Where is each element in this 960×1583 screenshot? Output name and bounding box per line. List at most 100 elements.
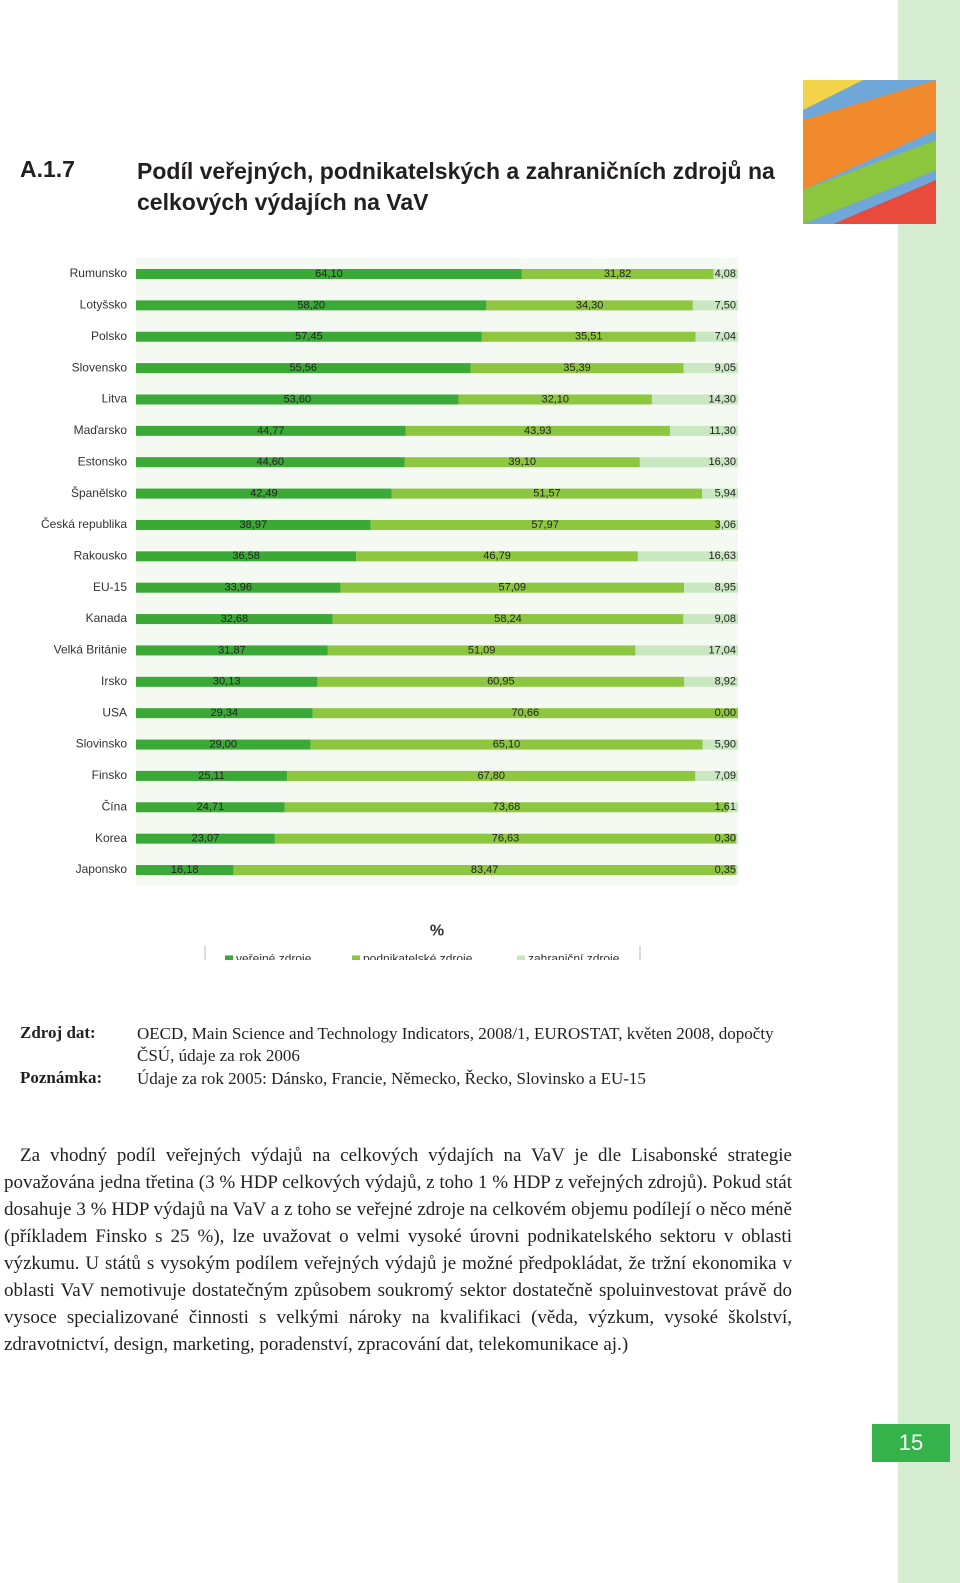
bar-segment xyxy=(136,363,471,374)
value-label: 57,45 xyxy=(295,331,323,343)
bar-segment xyxy=(136,582,341,593)
bar-segment xyxy=(136,488,392,499)
bar-segment xyxy=(669,425,738,436)
bar-segment xyxy=(702,488,738,499)
value-label: 44,60 xyxy=(256,456,284,468)
value-label: 38,97 xyxy=(240,519,268,531)
category-label: Česká republika xyxy=(41,516,127,531)
category-label: USA xyxy=(102,705,127,719)
bar-segment xyxy=(637,551,738,562)
bar-segment xyxy=(470,363,684,374)
bar-segment xyxy=(356,551,638,562)
category-label: Maďarsko xyxy=(74,423,128,437)
value-label: 32,68 xyxy=(221,613,249,625)
bar-segment xyxy=(713,269,738,279)
category-label: Rakousko xyxy=(74,549,128,563)
bar-segment xyxy=(136,770,288,781)
bar-segment xyxy=(287,770,696,781)
value-label: 0,30 xyxy=(715,833,736,845)
value-label: 5,94 xyxy=(715,487,736,499)
value-label: 46,79 xyxy=(483,550,511,562)
value-label: 16,30 xyxy=(708,456,736,468)
legend-label: veřejné zdroje xyxy=(236,952,312,960)
bar-segment xyxy=(683,614,738,625)
value-label: 30,13 xyxy=(213,676,241,688)
value-label: 5,90 xyxy=(715,738,736,750)
value-label: 67,80 xyxy=(477,770,505,782)
value-label: 34,30 xyxy=(576,299,604,311)
bar-segment xyxy=(310,739,703,750)
bar-segment xyxy=(486,300,693,311)
value-label: 8,95 xyxy=(715,582,736,594)
bar-segment xyxy=(136,708,313,719)
bar-segment xyxy=(481,331,696,342)
value-label: 70,66 xyxy=(512,707,540,719)
category-label: Estonsko xyxy=(78,454,128,468)
bar-segment xyxy=(719,519,738,530)
category-label: Finsko xyxy=(92,768,128,782)
category-label: Kanada xyxy=(86,611,128,625)
bar-segment xyxy=(702,739,738,750)
chart: Rumunsko 64,10 31,82 4,08 Lotyšsko 58,20 34,30… xyxy=(41,258,738,960)
category-label: Velká Británie xyxy=(54,643,128,657)
value-label: 1,61 xyxy=(715,801,736,813)
header-image xyxy=(803,80,936,224)
value-label: 58,24 xyxy=(494,613,522,625)
legend-swatch xyxy=(517,955,525,960)
value-label: 83,47 xyxy=(471,864,499,876)
bar-segment xyxy=(684,582,738,593)
value-label: 7,50 xyxy=(715,299,736,311)
bar-segment xyxy=(635,645,738,656)
value-label: 42,49 xyxy=(250,487,278,499)
value-label: 35,51 xyxy=(575,331,603,343)
value-label: 51,09 xyxy=(468,644,496,656)
value-label: 65,10 xyxy=(493,738,521,750)
bar-segment xyxy=(136,394,459,405)
value-label: 23,07 xyxy=(192,833,220,845)
bar-segment xyxy=(736,833,738,844)
value-label: 7,09 xyxy=(715,770,736,782)
value-label: 51,57 xyxy=(533,487,561,499)
value-label: 57,97 xyxy=(531,519,559,531)
bar-segment xyxy=(684,676,738,687)
category-label: Lotyšsko xyxy=(80,298,128,312)
value-label: 14,30 xyxy=(708,393,736,405)
section-number: A.1.7 xyxy=(20,156,75,182)
category-label: Španělsko xyxy=(71,485,127,500)
legend-label: podnikatelské zdroje xyxy=(363,952,473,960)
bar-segment xyxy=(405,425,670,436)
value-label: 32,10 xyxy=(542,393,570,405)
category-label: Litva xyxy=(102,392,128,406)
bar-segment xyxy=(284,802,729,813)
bar-segment xyxy=(136,676,318,687)
value-label: 17,04 xyxy=(708,644,736,656)
bar-segment xyxy=(683,363,738,374)
category-label: Japonsko xyxy=(76,862,128,876)
value-label: 9,08 xyxy=(715,613,736,625)
bar-segment xyxy=(391,488,703,499)
bar-segment xyxy=(136,802,285,813)
axis-title: % xyxy=(430,923,444,940)
bar-segment xyxy=(332,614,684,625)
value-label: 35,39 xyxy=(563,362,591,374)
value-label: 0,35 xyxy=(715,864,736,876)
category-label: Irsko xyxy=(101,674,127,688)
bar-segment xyxy=(695,331,738,342)
value-label: 3,06 xyxy=(715,519,736,531)
value-label: 57,09 xyxy=(499,582,527,594)
section-title: Podíl veřejných, podnikatelských a zahra… xyxy=(137,158,775,215)
value-label: 7,04 xyxy=(715,331,736,343)
value-label: 11,30 xyxy=(709,425,736,437)
value-label: 58,20 xyxy=(297,299,325,311)
bar-segment xyxy=(695,770,738,781)
bar-segment xyxy=(370,519,720,530)
bar-segment xyxy=(317,676,685,687)
bar-segment xyxy=(136,300,487,311)
value-label: 16,63 xyxy=(708,550,736,562)
plot-background xyxy=(136,258,738,886)
value-label: 0,00 xyxy=(715,707,736,719)
category-label: Čína xyxy=(102,798,128,813)
category-label: Polsko xyxy=(91,329,127,343)
note-label: Poznámka: xyxy=(20,1068,103,1087)
